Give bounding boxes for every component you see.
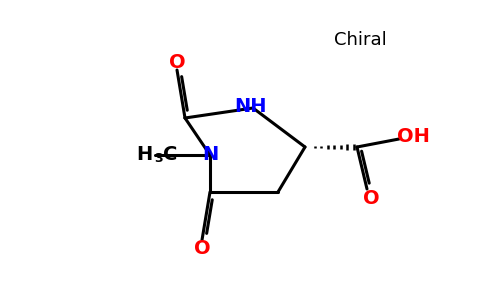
Text: OH: OH <box>396 128 429 146</box>
Text: NH: NH <box>235 97 267 116</box>
Text: N: N <box>202 146 218 164</box>
Text: O: O <box>194 238 211 257</box>
Text: O: O <box>363 190 379 208</box>
Text: C: C <box>163 146 177 164</box>
Text: Chiral: Chiral <box>333 31 386 49</box>
Text: 3: 3 <box>154 152 163 164</box>
Text: H: H <box>137 146 153 164</box>
Text: O: O <box>169 52 185 71</box>
